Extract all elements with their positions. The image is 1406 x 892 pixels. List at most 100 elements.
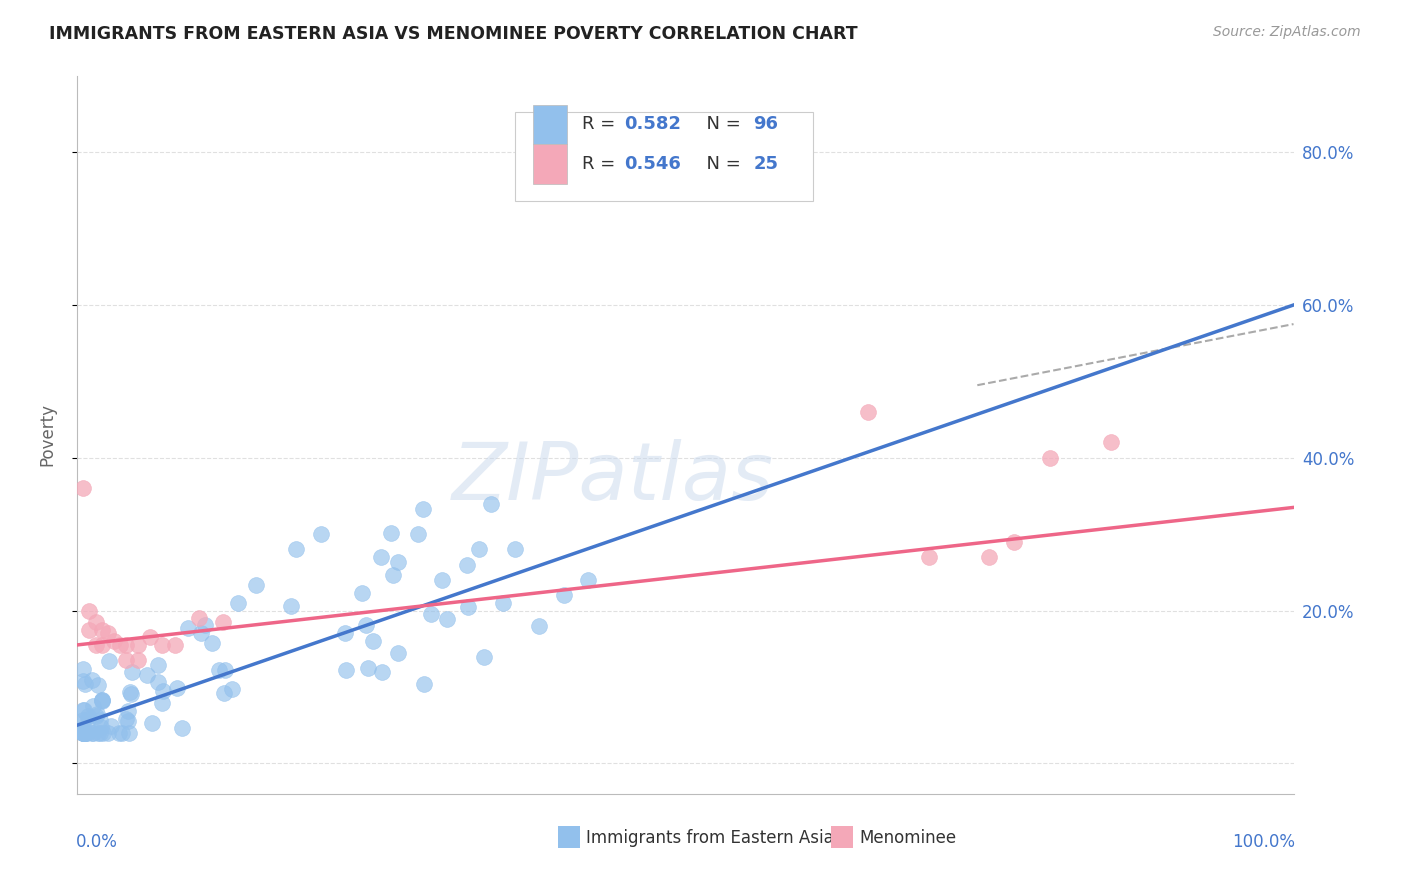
Point [73, 703, 96, 717]
Text: R =: R = [582, 115, 621, 133]
Point [77, 712, 100, 726]
Point [111, 725, 134, 739]
Point [146, 675, 169, 690]
Point [467, 542, 489, 557]
Text: Menominee: Menominee [859, 830, 956, 847]
Point [120, 687, 142, 701]
Point [152, 684, 174, 698]
Point [115, 638, 138, 652]
Point [117, 705, 139, 719]
Point [84, 638, 107, 652]
Point [84, 615, 107, 629]
Point [79, 603, 101, 617]
Point [309, 527, 332, 541]
Point [413, 677, 436, 691]
Point [72, 725, 94, 739]
Text: 0.582: 0.582 [624, 115, 682, 133]
Point [335, 663, 357, 677]
Point [90, 638, 112, 652]
Point [72, 725, 94, 739]
Point [75, 725, 97, 739]
Point [108, 725, 131, 739]
Point [87, 725, 110, 739]
Point [86, 708, 108, 723]
Point [1039, 450, 1062, 465]
Text: IMMIGRANTS FROM EASTERN ASIA VS MENOMINEE POVERTY CORRELATION CHART: IMMIGRANTS FROM EASTERN ASIA VS MENOMINE… [49, 25, 858, 43]
Point [221, 682, 243, 697]
Point [371, 665, 394, 679]
Text: 96: 96 [754, 115, 779, 133]
Bar [533, 104, 568, 144]
Point [90, 694, 112, 708]
Point [387, 646, 409, 660]
Point [72, 715, 94, 730]
Point [108, 638, 131, 652]
Point [456, 558, 478, 572]
Point [127, 638, 149, 652]
Point [285, 542, 308, 557]
Point [80, 725, 103, 739]
Point [146, 658, 169, 673]
Text: N =: N = [695, 155, 747, 173]
Point [188, 611, 211, 625]
Text: Immigrants from Eastern Asia: Immigrants from Eastern Asia [586, 830, 834, 847]
Point [333, 626, 356, 640]
Point [166, 681, 188, 696]
Point [553, 588, 575, 602]
Point [73, 725, 96, 739]
Point [97, 626, 120, 640]
Point [152, 696, 174, 710]
Point [212, 686, 235, 700]
Point [79, 623, 101, 637]
Point [82, 698, 104, 713]
Point [212, 615, 235, 629]
Point [72, 725, 94, 739]
Point [141, 715, 163, 730]
Point [90, 693, 112, 707]
Point [576, 573, 599, 587]
Point [357, 661, 380, 675]
Point [72, 674, 94, 689]
Point [76, 725, 98, 739]
Point [226, 596, 249, 610]
Point [1002, 534, 1025, 549]
Point [127, 653, 149, 667]
Point [136, 667, 159, 681]
Point [103, 634, 125, 648]
Point [492, 596, 515, 610]
Point [86, 706, 108, 721]
Point [479, 497, 502, 511]
Text: Source: ZipAtlas.com: Source: ZipAtlas.com [1213, 25, 1361, 39]
Point [72, 725, 94, 739]
Point [75, 677, 97, 691]
Point [430, 573, 453, 587]
Point [100, 719, 122, 733]
Point [152, 638, 174, 652]
Point [280, 599, 302, 613]
Point [73, 725, 96, 739]
Point [117, 714, 139, 728]
FancyBboxPatch shape [515, 112, 813, 202]
Point [73, 725, 96, 739]
Point [177, 621, 200, 635]
Point [208, 663, 231, 677]
Point [86, 678, 108, 692]
Point [72, 713, 94, 727]
Point [1099, 435, 1122, 450]
Point [139, 630, 162, 644]
Point [457, 600, 479, 615]
Point [72, 662, 94, 676]
Point [97, 654, 120, 668]
Point [382, 568, 405, 582]
Point [163, 638, 186, 652]
Y-axis label: Poverty: Poverty [38, 403, 56, 467]
Point [361, 633, 384, 648]
Point [201, 636, 224, 650]
Point [120, 685, 142, 699]
Point [387, 555, 409, 569]
Text: 0.546: 0.546 [624, 155, 682, 173]
Point [474, 650, 496, 665]
Point [529, 619, 551, 633]
Point [115, 712, 138, 726]
Point [90, 693, 112, 707]
